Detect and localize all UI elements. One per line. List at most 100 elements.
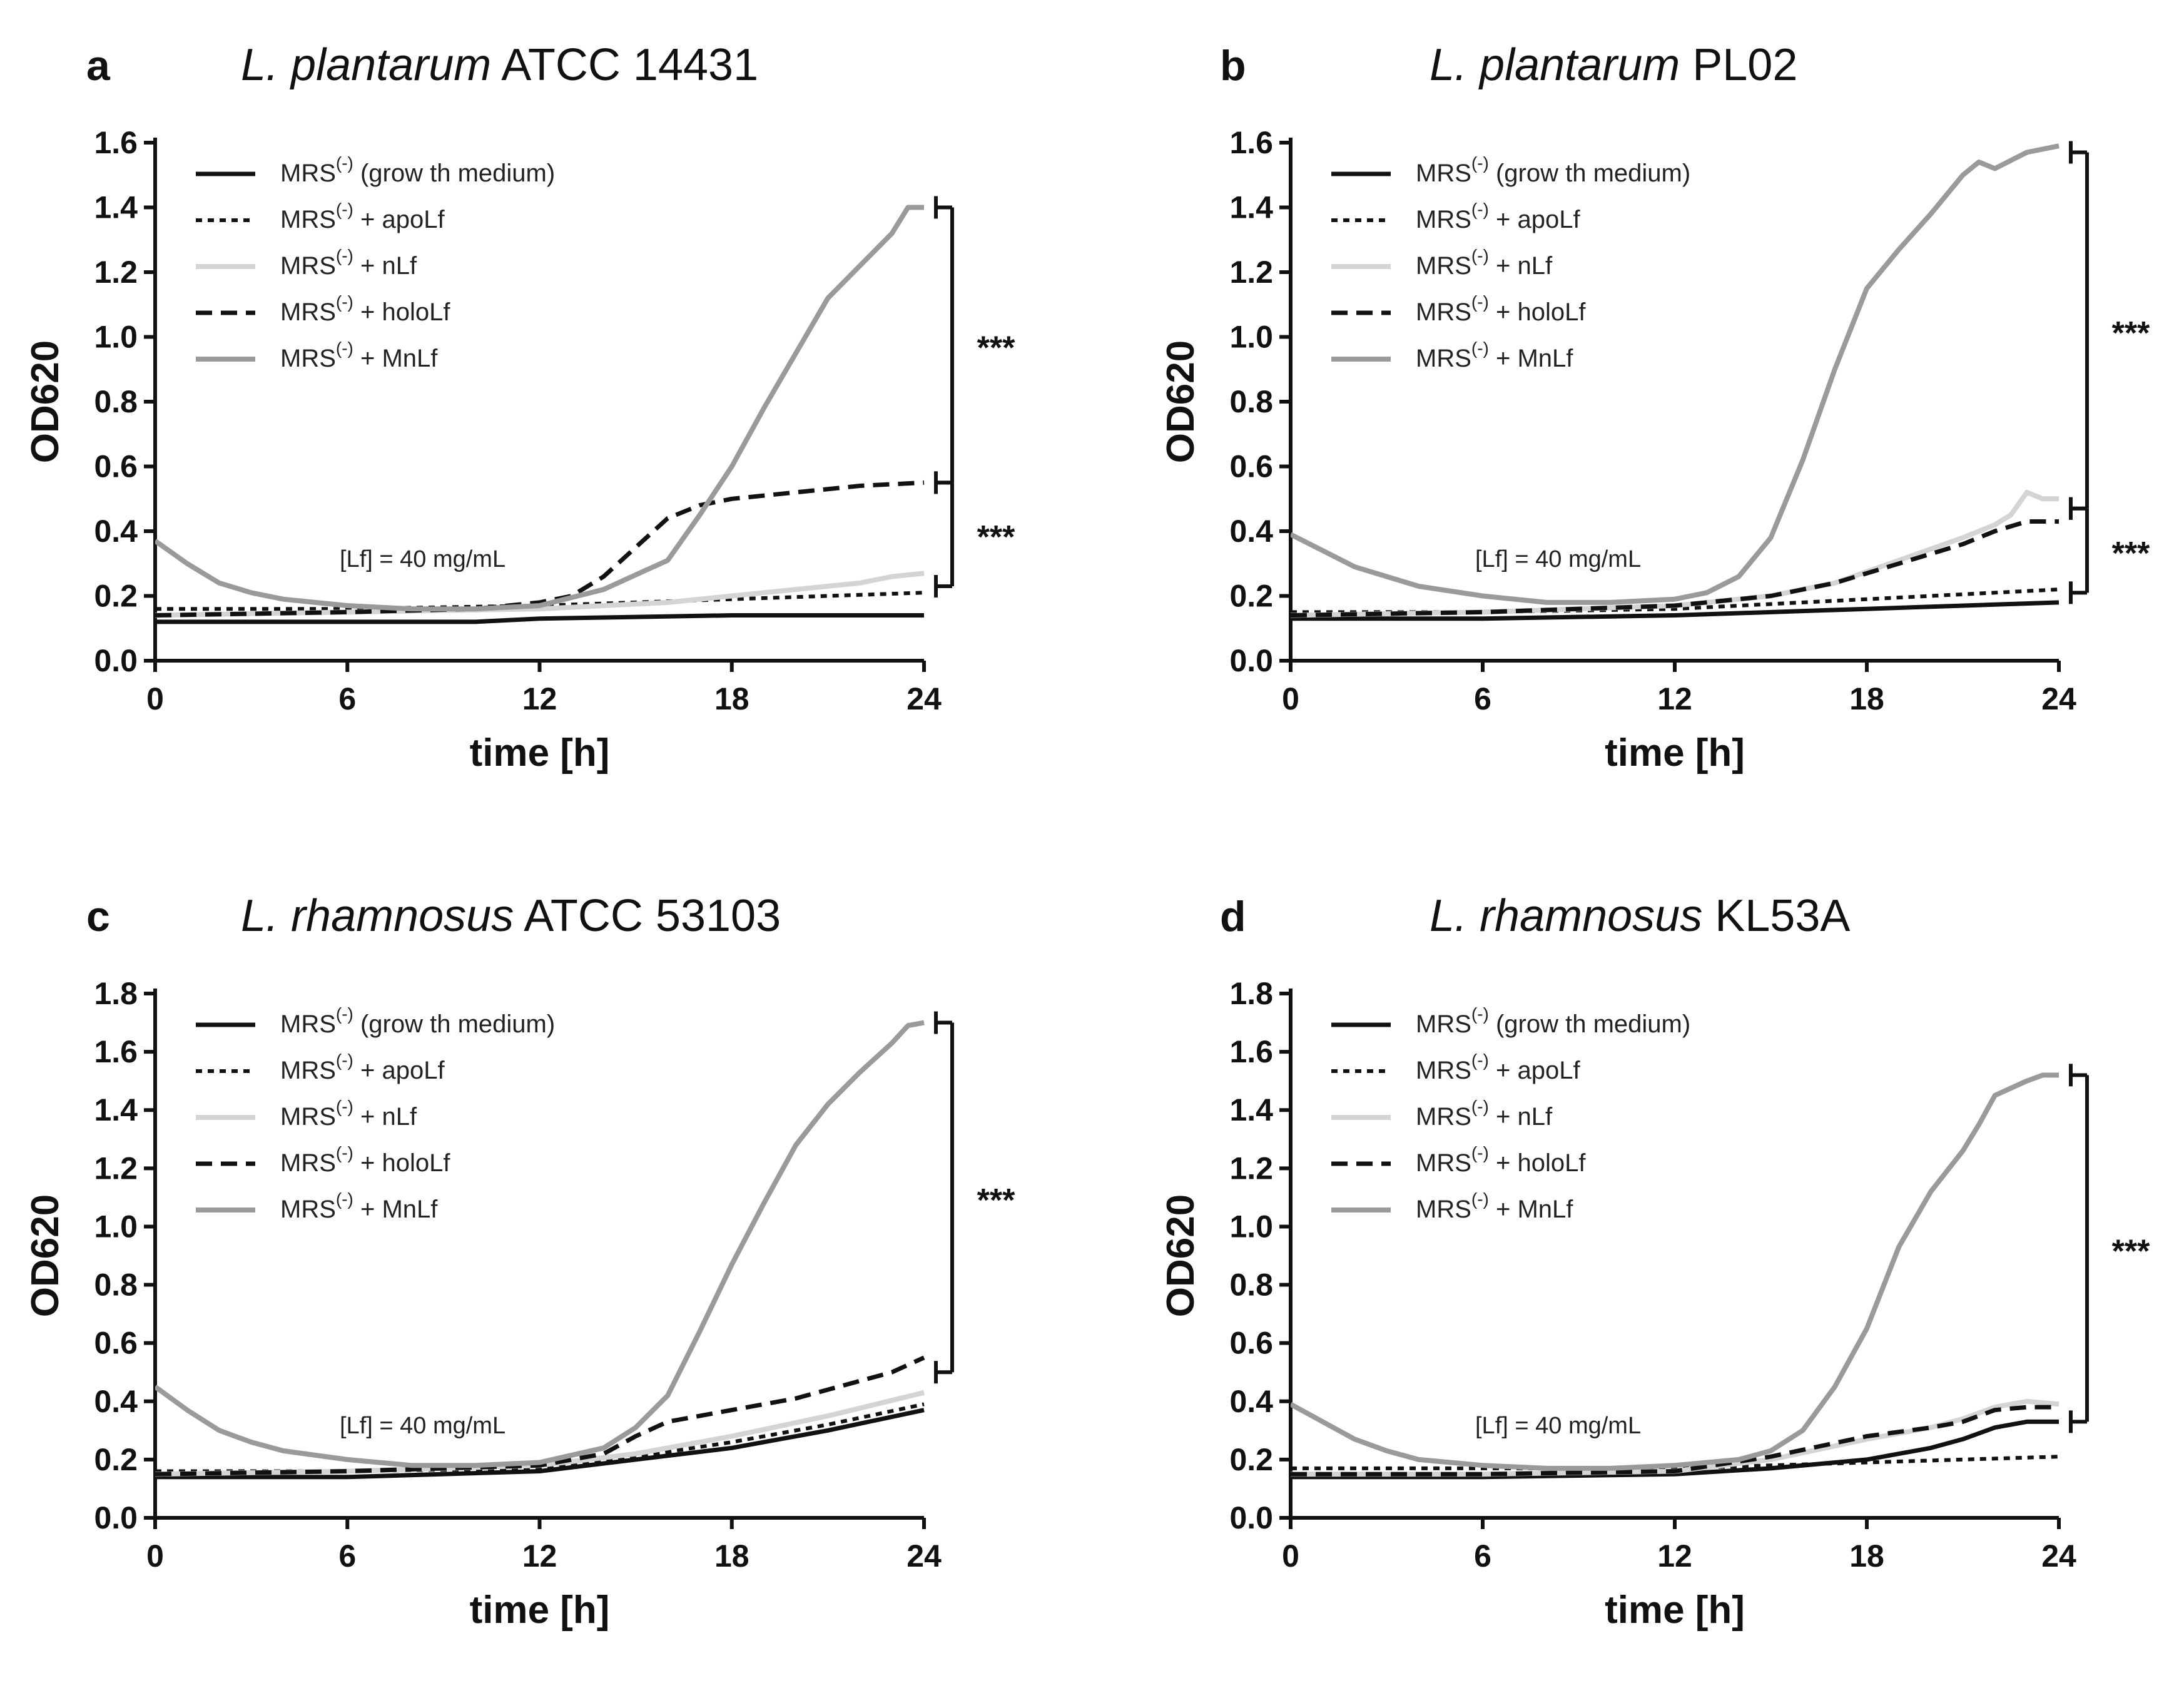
series-line-dotted-black	[1291, 587, 2060, 614]
legend-entry: MRS(-) + MnLf	[1416, 1189, 1573, 1223]
significance-bracket	[2069, 1064, 2089, 1433]
y-tick-label: 1.2	[1229, 1151, 1273, 1186]
y-tick-label: 1.4	[1229, 1092, 1273, 1127]
y-tick-label: 1.4	[94, 1092, 138, 1127]
panel-letter: c	[86, 893, 110, 940]
y-tick-label: 1.2	[94, 1151, 138, 1186]
y-tick-label: 1.8	[1229, 976, 1273, 1011]
x-tick-label: 6	[338, 1538, 356, 1574]
y-tick-label: 1.6	[1229, 1034, 1273, 1069]
y-tick-label: 0.4	[94, 514, 138, 549]
x-tick-label: 18	[714, 1538, 749, 1574]
series-line-dashed-black	[1291, 519, 2059, 618]
legend-entry: MRS(-) + holoLf	[280, 1143, 450, 1177]
annotation-lf: [Lf] = 40 mg/mL	[340, 1413, 505, 1439]
y-tick-label: 1.6	[1229, 125, 1273, 160]
x-axis-label: time [h]	[1605, 1589, 1745, 1632]
x-tick-label: 12	[522, 681, 557, 716]
panel-title: L. plantarum ATCC 14431	[241, 40, 758, 90]
y-tick-label: 0.6	[94, 449, 138, 484]
x-tick-label: 12	[522, 1538, 557, 1574]
y-tick-label: 0.6	[94, 1326, 138, 1361]
x-axis-label: time [h]	[470, 1589, 610, 1632]
x-tick-label: 0	[1282, 1538, 1299, 1574]
panel-letter: d	[1220, 893, 1246, 940]
y-tick-label: 1.8	[94, 976, 138, 1011]
y-axis-label: OD620	[1159, 340, 1202, 463]
series-line-solid-gray	[1291, 143, 2060, 605]
legend-entry: MRS(-) + nLf	[1416, 246, 1553, 280]
y-tick-label: 0.8	[1229, 1268, 1273, 1303]
series-line-solid-black	[1291, 600, 2060, 621]
x-axis-label: time [h]	[470, 731, 610, 775]
y-tick-label: 0.6	[1229, 1326, 1273, 1361]
chart-panel-a: a L. plantarum ATCC 14431 0.0 0.2 0.4 0.6 0.8 1…	[24, 40, 1015, 775]
x-tick-label: 18	[714, 681, 749, 716]
panel-title: L. rhamnosus KL53A	[1430, 891, 1850, 941]
y-axis-label: OD620	[24, 340, 67, 463]
significance-bracket	[934, 471, 954, 597]
legend-entry: MRS(-) + nLf	[280, 1097, 417, 1131]
chart-panel-b: b L. plantarum PL02 0.0 0.2 0.4 0.6 0.8 1.0 1.2 1…	[1159, 40, 2150, 775]
legend-entry: MRS(-) (grow th medium)	[1416, 153, 1690, 187]
y-tick-label: 1.2	[94, 255, 138, 290]
chart-panel-d: d L. rhamnosus KL53A 0.0 0.2 0.4 0.6 0.8 1.0 1.2…	[1159, 891, 2150, 1632]
y-axis-label: OD620	[1159, 1194, 1202, 1317]
legend-entry: MRS(-) + holoLf	[1416, 292, 1586, 326]
x-tick-label: 6	[338, 681, 356, 716]
x-tick-label: 24	[2041, 681, 2076, 716]
legend-entry: MRS(-) + nLf	[280, 246, 417, 280]
series-line-dotted-black	[1291, 1455, 2060, 1470]
significance-bracket	[2069, 141, 2089, 520]
y-tick-label: 0.8	[94, 1268, 138, 1303]
annotation-lf: [Lf] = 40 mg/mL	[1475, 546, 1641, 572]
y-tick-label: 0.0	[1229, 1500, 1273, 1535]
legend-entry: MRS(-) + apoLf	[280, 200, 445, 233]
series-line-solid-lightgray	[155, 1390, 925, 1477]
y-tick-label: 1.4	[1229, 190, 1273, 225]
y-tick-label: 0.2	[94, 1442, 138, 1477]
y-tick-label: 0.4	[1229, 1384, 1273, 1419]
y-tick-label: 0.4	[94, 1384, 138, 1419]
x-tick-label: 12	[1657, 681, 1692, 716]
panel-letter: b	[1220, 42, 1246, 89]
y-tick-label: 0.0	[1229, 643, 1273, 678]
panel-title-strain: KL53A	[1702, 891, 1850, 941]
y-tick-label: 0.2	[94, 579, 138, 614]
panel-title-strain: PL02	[1680, 40, 1797, 90]
y-tick-label: 1.6	[94, 1034, 138, 1069]
panel-title-strain: ATCC 14431	[491, 40, 758, 90]
x-tick-label: 24	[907, 681, 942, 716]
panel-title: L. plantarum PL02	[1430, 40, 1797, 90]
y-tick-label: 1.0	[1229, 320, 1273, 355]
legend-entry: MRS(-) (grow th medium)	[280, 153, 555, 187]
y-tick-label: 1.6	[94, 125, 138, 160]
y-tick-label: 1.2	[1229, 255, 1273, 290]
panel-title-species: L. plantarum	[1430, 40, 1680, 90]
legend-entry: MRS(-) + MnLf	[1416, 338, 1573, 372]
y-tick-label: 0.0	[94, 1500, 138, 1535]
panel-letter: a	[86, 42, 111, 89]
annotation-lf: [Lf] = 40 mg/mL	[340, 546, 505, 572]
y-tick-label: 0.2	[1229, 1442, 1273, 1477]
series-line-solid-black	[155, 1408, 925, 1480]
y-tick-label: 0.8	[94, 384, 138, 419]
legend-entry: MRS(-) + nLf	[1416, 1097, 1553, 1131]
x-tick-label: 24	[907, 1538, 942, 1574]
significance-label: ***	[977, 330, 1015, 366]
series-line-dashed-black	[1291, 1405, 2059, 1477]
significance-label: ***	[2112, 536, 2150, 572]
x-tick-label: 0	[146, 681, 164, 716]
legend-entry: MRS(-) + apoLf	[1416, 200, 1580, 233]
y-tick-label: 0.0	[94, 643, 138, 678]
legend-entry: MRS(-) + holoLf	[280, 292, 450, 326]
y-tick-label: 0.2	[1229, 579, 1273, 614]
series-line-solid-gray	[155, 205, 924, 612]
significance-bracket	[2069, 497, 2089, 604]
significance-label: ***	[2112, 1233, 2150, 1269]
series-line-solid-black	[1291, 1419, 2059, 1480]
panel-title-species: L. rhamnosus	[1430, 891, 1702, 941]
series-line-solid-gray	[1291, 1072, 2059, 1471]
legend-entry: MRS(-) + apoLf	[280, 1050, 445, 1084]
